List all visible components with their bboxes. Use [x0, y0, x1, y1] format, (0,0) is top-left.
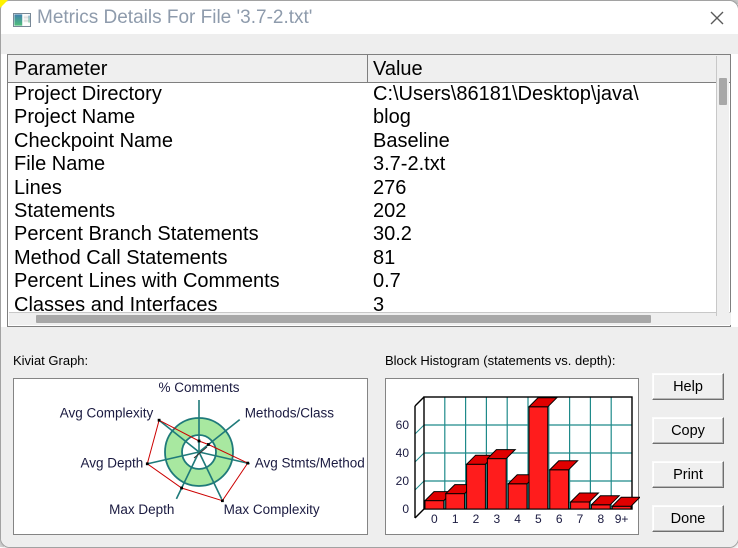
- svg-text:40: 40: [396, 446, 410, 460]
- svg-text:3: 3: [493, 512, 500, 526]
- svg-text:7: 7: [577, 512, 584, 526]
- svg-text:Avg Stmts/Method: Avg Stmts/Method: [255, 456, 365, 471]
- svg-text:20: 20: [396, 474, 410, 488]
- svg-text:2: 2: [473, 512, 480, 526]
- svg-text:Avg Complexity: Avg Complexity: [60, 406, 154, 421]
- svg-text:Max Depth: Max Depth: [109, 502, 174, 517]
- svg-text:% Comments: % Comments: [158, 380, 239, 395]
- svg-text:8: 8: [597, 512, 604, 526]
- svg-text:6: 6: [556, 512, 563, 526]
- svg-text:Max Complexity: Max Complexity: [224, 502, 320, 517]
- svg-text:Avg Depth: Avg Depth: [81, 456, 144, 471]
- svg-text:60: 60: [396, 418, 410, 432]
- svg-text:5: 5: [535, 512, 542, 526]
- svg-text:4: 4: [514, 512, 521, 526]
- svg-text:1: 1: [452, 512, 459, 526]
- svg-text:9+: 9+: [615, 512, 629, 526]
- svg-text:0: 0: [431, 512, 438, 526]
- svg-text:Methods/Class: Methods/Class: [245, 406, 335, 421]
- svg-text:0: 0: [402, 502, 409, 516]
